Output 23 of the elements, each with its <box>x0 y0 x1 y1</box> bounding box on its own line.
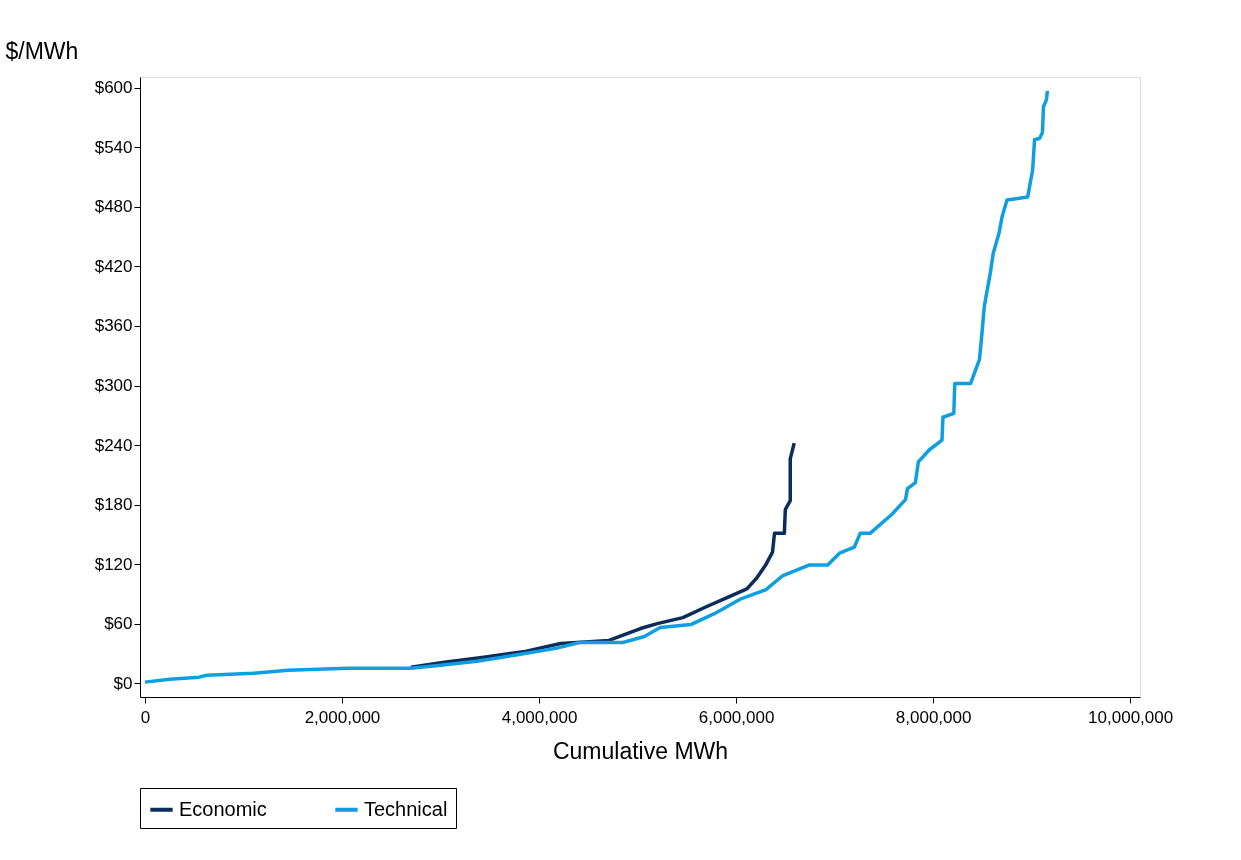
x-tick-label: 8,000,000 <box>895 707 972 727</box>
x-tick-label: 2,000,000 <box>304 707 381 727</box>
line-series <box>143 89 1050 684</box>
y-tick-label: $120 <box>94 554 133 574</box>
y-tick-label: $180 <box>94 495 133 515</box>
legend-label: Economic <box>179 797 267 820</box>
x-tick-label: 0 <box>140 707 151 727</box>
y-tick-label: $540 <box>94 137 133 157</box>
y-tick-label: $60 <box>104 614 133 634</box>
y-tick-label: $300 <box>94 376 133 396</box>
y-tick-label: $240 <box>94 435 133 455</box>
line-series <box>409 441 796 669</box>
y-tick-label: $0 <box>113 673 133 693</box>
legend-label: Technical <box>364 797 448 820</box>
x-tick-label: 10,000,000 <box>1088 707 1174 727</box>
x-tick-label: 6,000,000 <box>698 707 775 727</box>
y-tick-label: $480 <box>94 197 133 217</box>
y-tick-label: $420 <box>94 256 133 276</box>
y-axis-title: $/MWh <box>5 37 79 64</box>
y-tick-label: $600 <box>94 78 133 98</box>
x-axis-title: Cumulative MWh <box>552 737 729 764</box>
y-tick-label: $360 <box>94 316 133 336</box>
x-tick-label: 4,000,000 <box>501 707 578 727</box>
